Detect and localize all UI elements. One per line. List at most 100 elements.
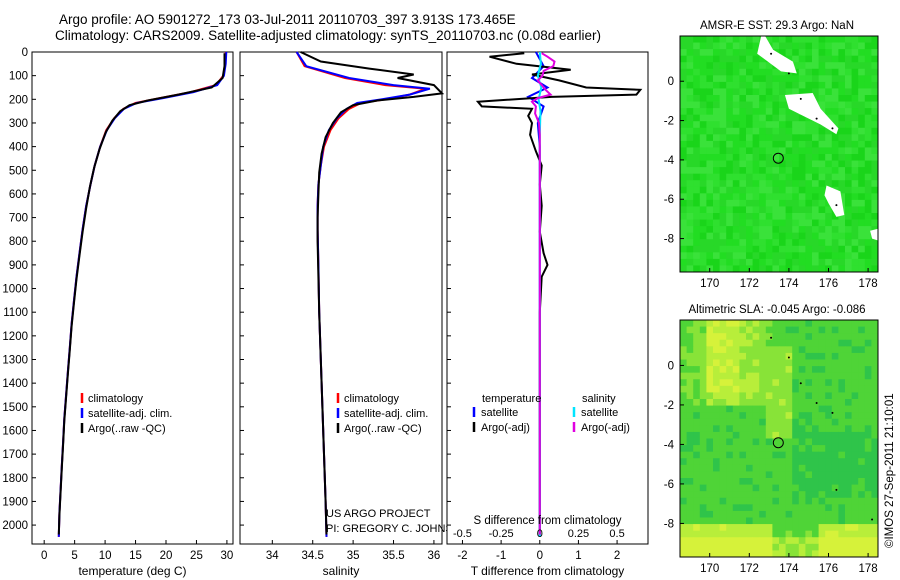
heatmap-cell [726,245,734,253]
heatmap-cell [818,339,826,347]
heatmap-cell [785,438,793,446]
heatmap-cell [792,219,800,227]
heatmap-cell [772,68,780,76]
heatmap-cell [680,497,687,505]
heatmap-cell [680,252,687,260]
heatmap-cell [719,75,727,83]
heatmap-cell [785,471,793,479]
heatmap-cell [680,75,687,83]
heatmap-cell [792,140,800,148]
heatmap-cell [785,258,793,266]
heatmap-cell [739,239,747,247]
heatmap-cell [798,405,806,413]
heatmap-cell [805,537,813,545]
heatmap-cell [765,219,773,227]
heatmap-cell [779,167,786,175]
heatmap-cell [772,239,780,247]
heatmap-cell [732,147,740,155]
heatmap-cell [805,154,813,161]
heatmap-cell [739,232,747,240]
heatmap-cell [818,352,826,360]
heatmap-cell [772,108,780,116]
heatmap-cell [858,359,866,367]
heatmap-cell [680,167,687,175]
heatmap-cell [772,425,780,433]
heatmap-cell [726,147,734,155]
heatmap-cell [871,252,879,260]
heatmap-cell [851,219,859,227]
heatmap-cell [726,226,734,234]
heatmap-cell [864,517,872,525]
heatmap-cell [752,352,760,360]
heatmap-cell [845,484,852,492]
heatmap-cell [792,517,800,525]
heatmap-cell [759,68,767,76]
heatmap-cell [864,484,872,492]
heatmap-cell [825,62,833,70]
heatmap-cell [798,412,806,420]
heatmap-cell [726,213,734,220]
heatmap-cell [739,81,747,89]
heatmap-cell [713,392,720,400]
heatmap-cell [732,550,740,558]
heatmap-cell [732,524,740,532]
heatmap-cell [871,134,879,142]
heatmap-cell [779,412,786,420]
heatmap-cell [706,471,714,479]
heatmap-cell [693,199,701,207]
heatmap-cell [845,245,852,253]
legend-label: Argo(-adj) [581,422,630,434]
heatmap-cell [739,213,747,220]
island-dot [799,97,802,100]
heatmap-cell [812,431,819,439]
heatmap-cell [772,471,780,479]
sst-map-title: AMSR-E SST: 29.3 Argo: NaN [700,20,854,32]
heatmap-cell [680,121,687,129]
heatmap-cell [851,265,859,273]
heatmap-cell [746,543,753,551]
heatmap-cell [699,445,707,453]
heatmap-cell [746,186,753,194]
heatmap-cell [838,504,846,512]
heatmap-cell [726,445,734,453]
heatmap-cell [719,418,727,426]
heatmap-cell [732,326,740,334]
heatmap-cell [812,326,819,334]
heatmap-cell [713,160,720,168]
heatmap-cell [732,438,740,446]
heatmap-cell [785,372,793,380]
x-tick-label: 0 [537,550,543,562]
heatmap-cell [680,339,687,347]
heatmap-cell [858,451,866,459]
heatmap-cell [851,504,859,512]
heatmap-cell [706,425,714,433]
heatmap-cell [699,68,707,76]
heatmap-cell [812,392,819,400]
heatmap-cell [798,418,806,426]
heatmap-cell [825,352,833,360]
heatmap-cell [818,167,826,175]
heatmap-cell [871,42,879,50]
heatmap-cell [739,326,747,334]
heatmap-cell [838,339,846,347]
heatmap-cell [864,245,872,253]
heatmap-cell [785,42,793,50]
heatmap-cell [746,524,753,532]
heatmap-cell [699,379,707,387]
heatmap-cell [871,108,879,116]
heatmap-cell [719,114,727,122]
heatmap-cell [686,213,694,220]
heatmap-cell [706,160,714,168]
heatmap-cell [699,49,707,57]
heatmap-cell [759,101,767,109]
heatmap-cell [831,352,839,360]
heatmap-cell [693,140,701,148]
heatmap-cell [812,504,819,512]
heatmap-cell [779,258,786,266]
heatmap-cell [851,199,859,207]
x-tick-label: 34.5 [302,550,324,562]
heatmap-cell [845,530,852,538]
x-tick-label: 172 [740,563,759,575]
heatmap-cell [713,458,720,466]
heatmap-cell [699,258,707,266]
